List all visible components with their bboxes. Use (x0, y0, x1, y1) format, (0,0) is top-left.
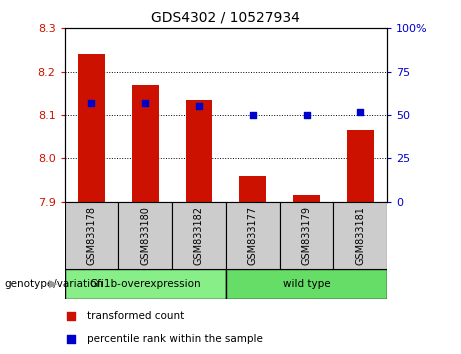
Bar (78, 55, 105, 202)
Text: Gfi1b-overexpression: Gfi1b-overexpression (89, 279, 201, 289)
Point (195, 103, 203, 109)
Point (142, 100, 149, 106)
Bar (226, 202, 280, 269)
Text: transformed count: transformed count (87, 310, 184, 321)
Bar (132, 85, 159, 202)
Bar (185, 100, 213, 202)
Point (357, 109, 364, 114)
Text: GSM833182: GSM833182 (194, 206, 204, 265)
Text: GSM833181: GSM833181 (355, 206, 366, 265)
Point (67, 336, 75, 341)
Text: percentile rank within the sample: percentile rank within the sample (87, 333, 263, 344)
Text: GSM833179: GSM833179 (301, 206, 312, 265)
Bar (118, 202, 172, 269)
Point (303, 112, 310, 118)
Bar (226, 269, 387, 299)
Point (88, 100, 95, 106)
Bar (347, 130, 374, 202)
Text: genotype/variation: genotype/variation (5, 279, 104, 289)
Bar (280, 202, 333, 269)
Text: ▶: ▶ (49, 279, 58, 289)
Text: GSM833178: GSM833178 (86, 206, 96, 265)
Title: GDS4302 / 10527934: GDS4302 / 10527934 (152, 10, 300, 24)
Bar (172, 202, 226, 269)
Point (249, 112, 256, 118)
Text: GSM833180: GSM833180 (140, 206, 150, 265)
Point (67, 313, 75, 318)
Bar (239, 176, 266, 202)
Bar (333, 202, 387, 269)
Bar (65, 269, 226, 299)
Text: GSM833177: GSM833177 (248, 206, 258, 265)
Bar (65, 202, 118, 269)
Bar (293, 195, 320, 202)
Text: wild type: wild type (283, 279, 331, 289)
